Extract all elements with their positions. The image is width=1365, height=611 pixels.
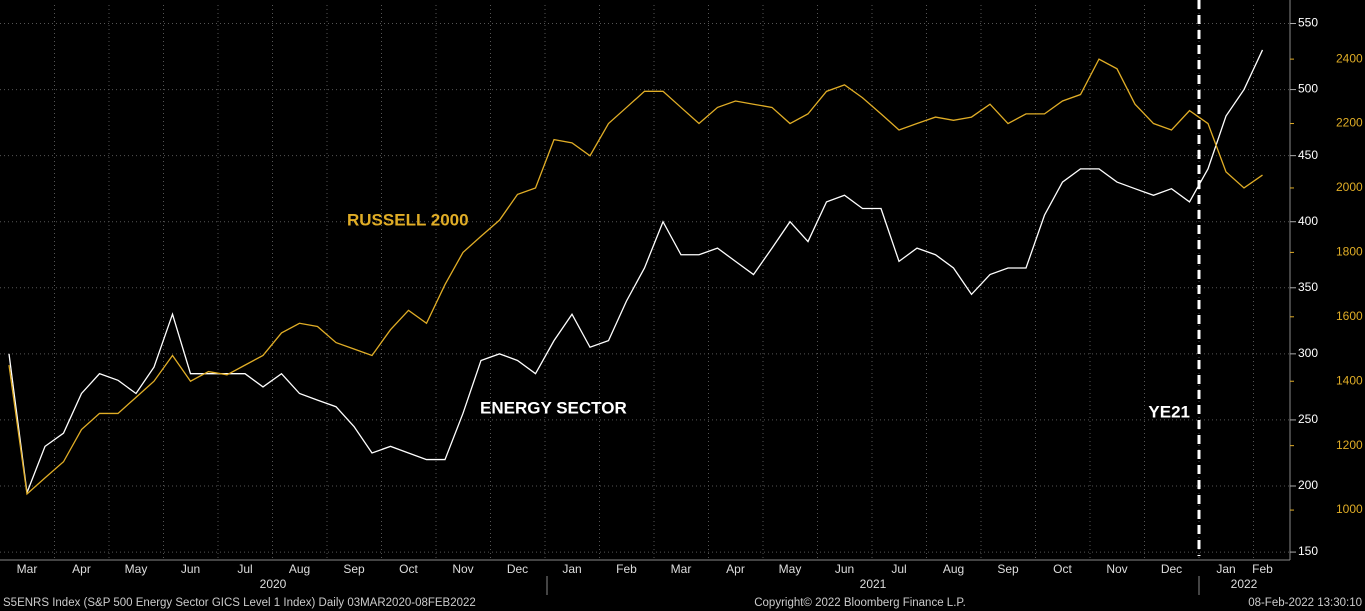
marker-label: YE21 <box>1148 402 1190 421</box>
y-tick-label: 300 <box>1298 346 1318 360</box>
y2-tick-label: 1200 <box>1336 438 1363 452</box>
x-tick-label: Apr <box>726 562 745 576</box>
x-tick-label: Sep <box>343 562 365 576</box>
x-tick-label: May <box>125 562 148 576</box>
x-tick-label: Aug <box>943 562 964 576</box>
x-tick-label: Jan <box>562 562 581 576</box>
x-tick-label: Oct <box>399 562 418 576</box>
y2-tick-label: 1000 <box>1336 502 1363 516</box>
y-tick-label: 400 <box>1298 214 1318 228</box>
series-line <box>8 49 1264 493</box>
year-label: 2022 <box>1231 577 1258 591</box>
series-label: RUSSELL 2000 <box>347 210 469 229</box>
x-tick-label: Jun <box>181 562 200 576</box>
x-tick-label: Oct <box>1053 562 1072 576</box>
y-tick-label: 350 <box>1298 280 1318 294</box>
x-tick-label: May <box>779 562 802 576</box>
y2-tick-label: 2200 <box>1336 116 1363 130</box>
x-tick-label: Mar <box>671 562 692 576</box>
x-tick-label: Jun <box>835 562 854 576</box>
x-tick-label: Feb <box>1252 562 1273 576</box>
x-tick-label: Sep <box>997 562 1019 576</box>
x-tick-label: Jul <box>237 562 252 576</box>
series-label: ENERGY SECTOR <box>480 398 627 417</box>
y-tick-label: 150 <box>1298 544 1318 558</box>
x-tick-label: Nov <box>1106 562 1127 576</box>
y-tick-label: 200 <box>1298 478 1318 492</box>
x-tick-label: Nov <box>452 562 473 576</box>
y2-tick-label: 2400 <box>1336 51 1363 65</box>
y2-tick-label: 1400 <box>1336 373 1363 387</box>
x-tick-label: Aug <box>289 562 310 576</box>
y-tick-label: 500 <box>1298 82 1318 96</box>
footer-right: 08-Feb-2022 13:30:10 <box>1248 597 1362 609</box>
x-tick-label: Apr <box>72 562 91 576</box>
x-tick-label: Jul <box>891 562 906 576</box>
x-tick-label: Dec <box>507 562 528 576</box>
series-line <box>8 58 1263 496</box>
y-tick-label: 250 <box>1298 412 1318 426</box>
x-tick-label: Dec <box>1161 562 1182 576</box>
x-tick-label: Mar <box>17 562 38 576</box>
footer-left: S5ENRS Index (S&P 500 Energy Sector GICS… <box>3 597 476 609</box>
x-tick-label: Feb <box>616 562 637 576</box>
year-label: 2020 <box>260 577 287 591</box>
y2-tick-label: 1800 <box>1336 245 1363 259</box>
footer-center: Copyright© 2022 Bloomberg Finance L.P. <box>754 597 966 609</box>
y-tick-label: 550 <box>1298 16 1318 30</box>
y2-tick-label: 2000 <box>1336 180 1363 194</box>
y2-tick-label: 1600 <box>1336 309 1363 323</box>
x-tick-label: Jan <box>1216 562 1235 576</box>
year-label: 2021 <box>860 577 887 591</box>
y-tick-label: 450 <box>1298 148 1318 162</box>
